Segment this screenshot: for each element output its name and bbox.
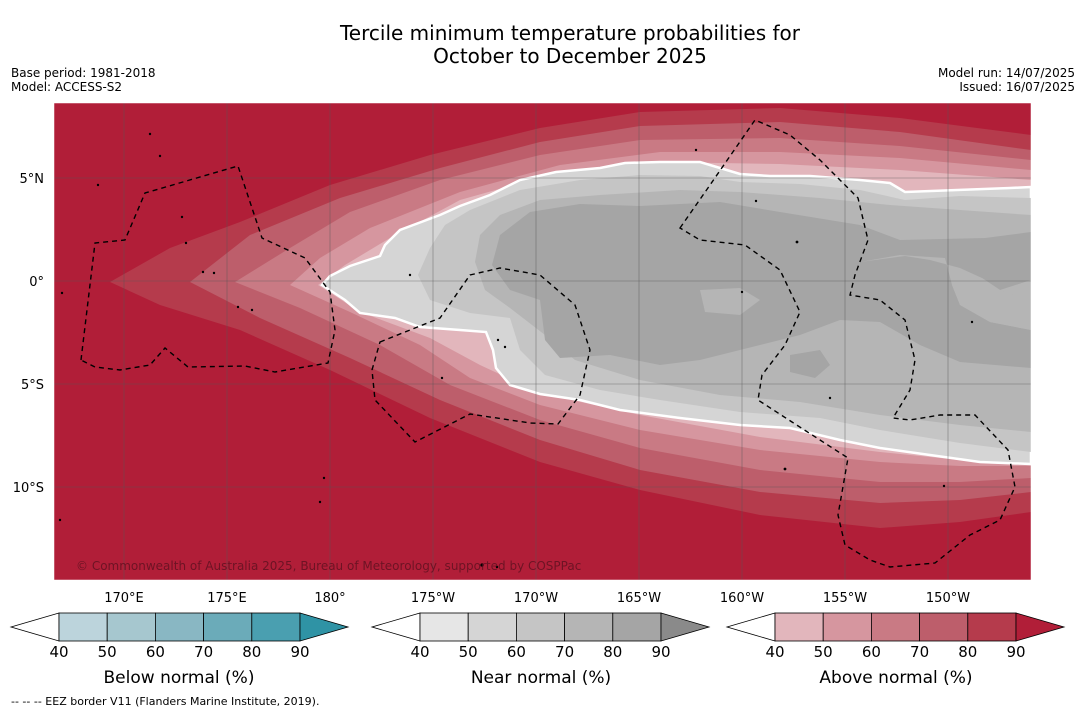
- colorbar-near: 40 50 60 70 80 90: [370, 612, 711, 661]
- colorbar-above-tick-4: 80: [958, 643, 977, 661]
- colorbar-below-bin-4: [251, 612, 301, 642]
- map-frame: [53, 102, 1032, 581]
- colorbar-near-bin-0: [419, 612, 469, 642]
- title-line-1: Tercile minimum temperature probabilitie…: [339, 21, 801, 45]
- longitude-label-6: 160°W: [720, 591, 764, 606]
- colorbar-near-tick-3: 70: [555, 643, 574, 661]
- colorbar-below-tick-1: 50: [98, 643, 117, 661]
- longitude-label-8: 150°W: [926, 591, 970, 606]
- probability-shading: [54, 103, 1031, 580]
- colorbar-above-bin-2: [871, 612, 921, 642]
- metadata-right: Model run: 14/07/2025 Issued: 16/07/2025: [938, 66, 1075, 94]
- colorbar-below-tick-0: 40: [49, 643, 68, 661]
- base-period-text: Base period: 1981-2018: [11, 66, 156, 80]
- colorbar-above-bin-4: [967, 612, 1017, 642]
- colorbar-above-tick-5: 90: [1006, 643, 1025, 661]
- latitude-label-3: 10°S: [13, 481, 44, 496]
- colorbar-below-low-extension: [9, 612, 60, 642]
- latitude-label-0: 5°N: [20, 172, 45, 187]
- colorbar-below-bin-3: [203, 612, 253, 642]
- colorbar-near-bin-2: [516, 612, 566, 642]
- colorbar-above-bin-1: [822, 612, 872, 642]
- colorbar-below-bin-2: [154, 612, 204, 642]
- longitude-label-5: 165°W: [617, 591, 661, 606]
- longitude-label-1: 175°E: [207, 591, 247, 606]
- colorbar-near-tick-1: 50: [459, 643, 478, 661]
- title-line-2: October to December 2025: [433, 44, 707, 68]
- longitude-label-0: 170°E: [104, 591, 144, 606]
- colorbar-near-high-extension: [660, 612, 711, 642]
- colorbar-above-bin-0: [774, 612, 824, 642]
- colorbar-below: 40 50 60 70 80 90: [9, 612, 350, 661]
- latitude-label-2: 5°S: [21, 378, 44, 393]
- colorbar-below-bin-0: [58, 612, 108, 642]
- metadata-left: Base period: 1981-2018 Model: ACCESS-S2: [11, 66, 156, 94]
- longitude-label-7: 155°W: [823, 591, 867, 606]
- eez-border-north: [678, 119, 1016, 568]
- chart-title: Tercile minimum temperature probabilitie…: [0, 22, 1085, 68]
- longitude-label-4: 170°W: [514, 591, 558, 606]
- colorbar-below-bin-1: [106, 612, 156, 642]
- colorbar-below-tick-2: 60: [146, 643, 165, 661]
- islands: [58, 132, 974, 569]
- colorbar-near-bin-4: [612, 612, 662, 642]
- latitude-label-1: 0°: [29, 275, 44, 290]
- colorbar-near-low-extension: [370, 612, 421, 642]
- graticule-lines: [54, 103, 1031, 580]
- colorbar-near-tick-2: 60: [507, 643, 526, 661]
- latitude-labels: 5°N 0° 5°S 10°S: [13, 172, 44, 496]
- colorbar-above-tick-2: 60: [862, 643, 881, 661]
- colorbar-near-label: Near normal (%): [470, 668, 612, 688]
- colorbar-above: 40 50 60 70 80 90: [725, 612, 1066, 661]
- eez-footnote: -- -- -- EEZ border V11 (Flanders Marine…: [11, 695, 320, 708]
- eez-borders: [80, 119, 1016, 568]
- colorbars: 40 50 60 70 80 90 40 50 60 70 80 90 40 50 60 70 80 90: [9, 612, 1066, 661]
- eez-border-central: [371, 267, 591, 443]
- longitude-label-3: 175°W: [411, 591, 455, 606]
- eez-border-west: [80, 165, 336, 373]
- colorbar-near-tick-0: 40: [410, 643, 429, 661]
- colorbar-near-bin-1: [467, 612, 517, 642]
- model-run-text: Model run: 14/07/2025: [937, 66, 1075, 80]
- colorbar-below-tick-3: 70: [194, 643, 213, 661]
- colorbar-below-tick-4: 80: [242, 643, 261, 661]
- near-normal-70-hole: [860, 255, 1031, 330]
- model-text: Model: ACCESS-S2: [11, 80, 123, 94]
- colorbar-above-high-extension: [1015, 612, 1066, 642]
- colorbar-below-label: Below normal (%): [103, 668, 255, 688]
- near-normal-70-region: [492, 202, 1031, 378]
- copyright-text: © Commonwealth of Australia 2025, Bureau…: [76, 559, 581, 573]
- colorbar-below-high-extension: [299, 612, 350, 642]
- colorbar-above-label: Above normal (%): [819, 668, 973, 688]
- colorbar-above-tick-1: 50: [814, 643, 833, 661]
- longitude-label-2: 180°: [314, 591, 345, 606]
- colorbar-above-bin-3: [919, 612, 969, 642]
- colorbar-near-tick-5: 90: [651, 643, 670, 661]
- colorbar-above-tick-0: 40: [765, 643, 784, 661]
- colorbar-below-tick-5: 90: [290, 643, 309, 661]
- longitude-labels: 170°E 175°E 180° 175°W 170°W 165°W 160°W 155°W 1…: [104, 591, 970, 606]
- issued-text: Issued: 16/07/2025: [959, 80, 1075, 94]
- colorbar-above-tick-3: 70: [910, 643, 929, 661]
- colorbar-above-low-extension: [725, 612, 776, 642]
- colorbar-near-bin-3: [564, 612, 614, 642]
- colorbar-near-tick-4: 80: [603, 643, 622, 661]
